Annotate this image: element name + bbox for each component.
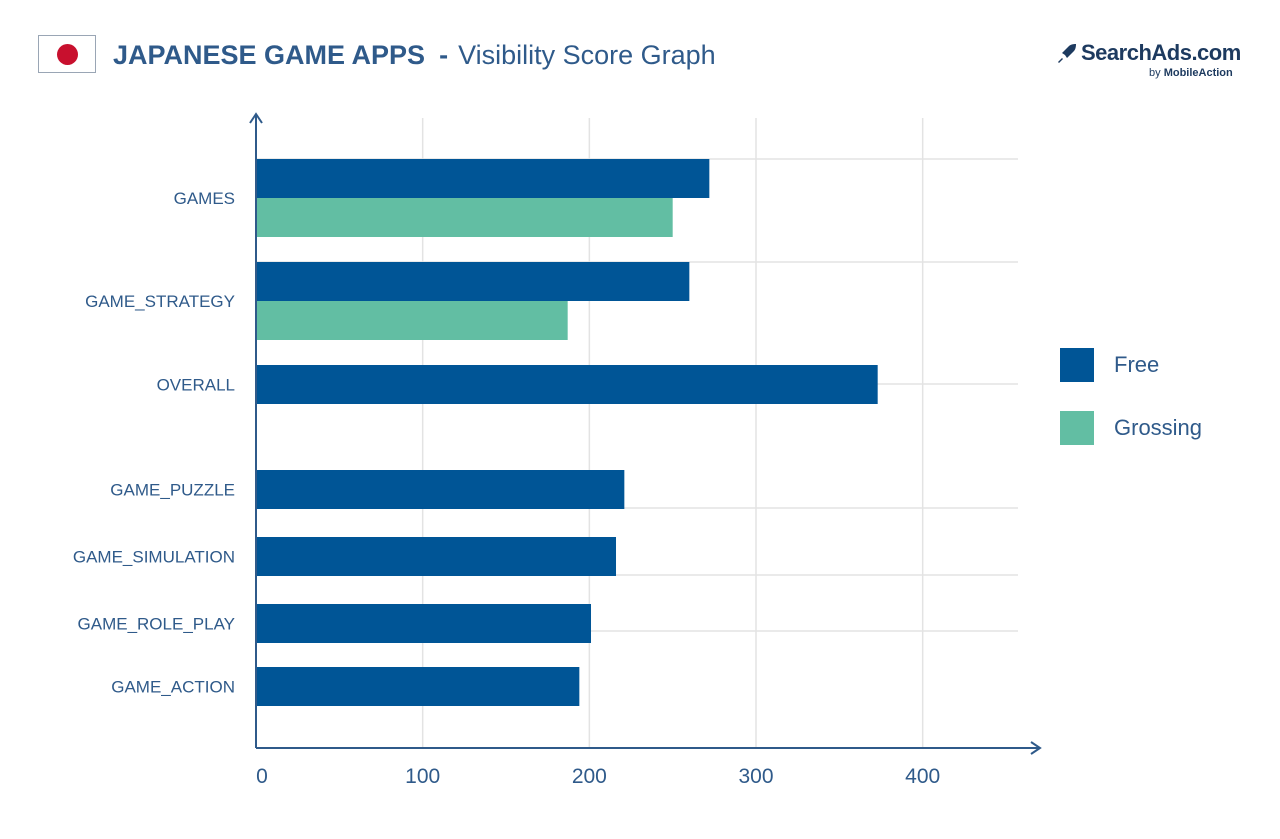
bars-layer xyxy=(256,159,878,706)
x-tick-label: 0 xyxy=(256,765,268,788)
brand-byline-prefix: by xyxy=(1149,67,1161,79)
brand-byline-name: MobileAction xyxy=(1163,67,1233,79)
x-tick-label: 100 xyxy=(405,765,440,788)
title-subtitle: Visibility Score Graph xyxy=(458,40,716,70)
x-tick-label: 400 xyxy=(905,765,940,788)
bar-free xyxy=(256,159,710,198)
category-label: GAME_ACTION xyxy=(111,678,235,697)
legend-swatch-free xyxy=(1060,348,1094,382)
category-label: GAMES xyxy=(174,189,235,208)
labels-layer: GAMES GAME_STRATEGY OVERALL GAME_PUZZLE GAME… xyxy=(73,189,940,788)
legend-swatch-grossing xyxy=(1060,411,1094,445)
x-tick-label: 300 xyxy=(738,765,773,788)
bar-free xyxy=(256,262,690,301)
x-tick-label: 200 xyxy=(572,765,607,788)
bar-free xyxy=(256,667,580,706)
title-dash: - xyxy=(439,40,449,70)
category-label: GAME_STRATEGY xyxy=(85,292,235,311)
bar-free xyxy=(256,365,878,404)
category-label: GAME_ROLE_PLAY xyxy=(78,615,235,634)
bar-grossing xyxy=(256,301,568,340)
title-strong: JAPANESE GAME APPS xyxy=(113,40,426,70)
x-axis-arrow-icon xyxy=(1030,741,1042,755)
category-label: GAME_SIMULATION xyxy=(73,548,235,567)
legend-label-free: Free xyxy=(1114,352,1160,377)
y-axis-arrow-icon xyxy=(249,112,263,124)
axes-layer xyxy=(249,112,1042,755)
rocket-icon xyxy=(1058,44,1076,63)
brand-logo: SearchAds.com by MobileAction xyxy=(1056,40,1246,79)
category-label: OVERALL xyxy=(157,376,235,395)
japan-flag-icon xyxy=(38,35,96,73)
brand-name: SearchAds.com xyxy=(1081,40,1241,65)
bar-free xyxy=(256,470,625,509)
bar-free xyxy=(256,604,592,643)
category-label: GAME_PUZZLE xyxy=(110,481,235,500)
brand-byline: by MobileAction xyxy=(1149,67,1233,79)
page-title: JAPANESE GAME APPS - Visibility Score Grap… xyxy=(113,36,716,74)
bar-free xyxy=(256,537,617,576)
flag-red-disc xyxy=(57,44,78,65)
legend-label-grossing: Grossing xyxy=(1114,415,1203,440)
bar-grossing xyxy=(256,198,673,237)
